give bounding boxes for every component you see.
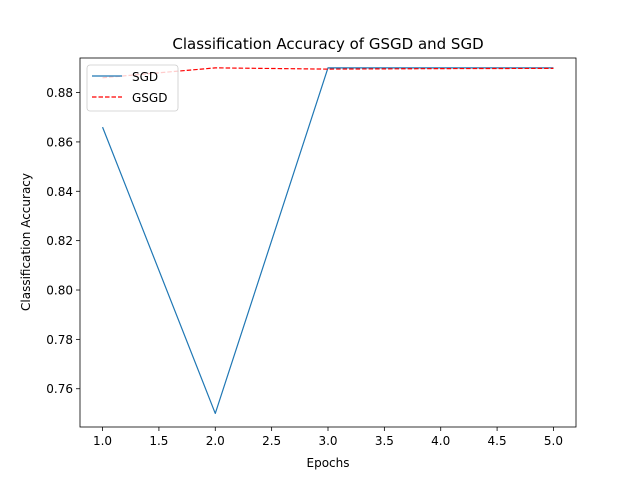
x-tick-label: 2.0 [206,434,225,448]
y-tick-label: 0.76 [46,382,73,396]
y-tick-label: 0.82 [46,234,73,248]
legend-label-gsgd: GSGD [132,91,167,105]
y-tick-label: 0.88 [46,86,73,100]
x-tick-label: 1.5 [149,434,168,448]
y-tick-label: 0.84 [46,185,73,199]
x-tick-label: 5.0 [544,434,563,448]
y-axis-label: Classification Accuracy [19,173,33,311]
legend-label-sgd: SGD [132,70,158,84]
plot-area: 1.0 1.5 2.0 2.5 3.0 3.5 4.0 4.5 5.0 0.76 0.78 0.80… [46,57,577,448]
x-axis-label: Epochs [307,456,350,470]
x-tick-label: 4.5 [488,434,507,448]
y-tick-label: 0.86 [46,135,73,149]
legend: SGD GSGD [86,64,179,112]
x-tick-label: 4.0 [431,434,450,448]
y-tick-label: 0.78 [46,333,73,347]
series-line-sgd [101,67,554,415]
x-tick-label: 1.0 [93,434,112,448]
x-tick-label: 3.5 [375,434,394,448]
y-axis-ticks: 0.76 0.78 0.80 0.82 0.84 0.86 0.88 [46,86,80,396]
x-tick-label: 3.0 [318,434,337,448]
x-axis-ticks: 1.0 1.5 2.0 2.5 3.0 3.5 4.0 4.5 5.0 [93,427,563,448]
x-tick-label: 2.5 [262,434,281,448]
y-tick-label: 0.80 [46,284,73,298]
chart-title: Classification Accuracy of GSGD and SGD [172,35,483,53]
